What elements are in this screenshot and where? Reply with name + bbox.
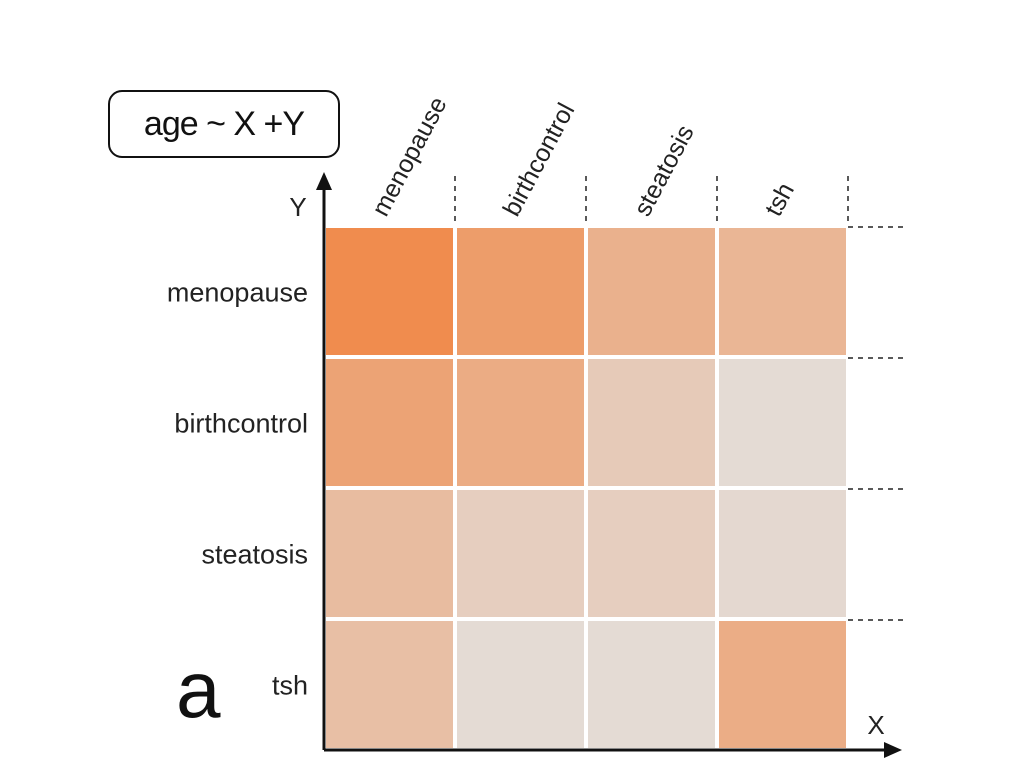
- heatmap-cell-steatosis-steatosis: [588, 490, 715, 617]
- heatmap-cell-tsh-menopause: [326, 621, 453, 748]
- y-tick-label-birthcontrol: birthcontrol: [174, 409, 308, 439]
- heatmap-cell-tsh-tsh: [719, 621, 846, 748]
- x-tick-labels: menopause birthcontrol steatosis tsh: [367, 92, 800, 221]
- axes: YX: [289, 172, 902, 758]
- heatmap-cell-menopause-menopause: [326, 228, 453, 355]
- x-axis-arrow: [884, 742, 902, 758]
- heatmap-cell-birthcontrol-tsh: [719, 359, 846, 486]
- heatmap-cell-menopause-birthcontrol: [457, 228, 584, 355]
- x-tick-label-steatosis: steatosis: [629, 121, 700, 221]
- x-tick-label-tsh: tsh: [760, 178, 800, 221]
- heatmap-cell-steatosis-birthcontrol: [457, 490, 584, 617]
- heatmap-cell-steatosis-tsh: [719, 490, 846, 617]
- heatmap-cell-birthcontrol-steatosis: [588, 359, 715, 486]
- x-tick-label-birthcontrol: birthcontrol: [498, 98, 581, 220]
- heatmap-cells: [326, 228, 846, 748]
- y-tick-label-menopause: menopause: [167, 278, 308, 308]
- y-tick-label-steatosis: steatosis: [201, 540, 308, 570]
- heatmap-cell-steatosis-menopause: [326, 490, 453, 617]
- heatmap-cell-birthcontrol-menopause: [326, 359, 453, 486]
- heatmap-cell-tsh-birthcontrol: [457, 621, 584, 748]
- chart-title: age ~ X +Y: [108, 90, 340, 158]
- heatmap-cell-menopause-steatosis: [588, 228, 715, 355]
- heatmap-cell-birthcontrol-birthcontrol: [457, 359, 584, 486]
- panel-label: a: [176, 645, 221, 734]
- y-tick-label-tsh: tsh: [272, 671, 308, 701]
- dashed-guides: [454, 176, 904, 621]
- y-axis-label: Y: [289, 192, 306, 222]
- x-tick-label-menopause: menopause: [367, 92, 453, 221]
- heatmap-cell-menopause-tsh: [719, 228, 846, 355]
- y-axis-arrow: [316, 172, 332, 190]
- x-axis-label: X: [867, 710, 884, 740]
- y-tick-labels: menopause birthcontrol steatosis tsh: [167, 278, 308, 701]
- heatmap-cell-tsh-steatosis: [588, 621, 715, 748]
